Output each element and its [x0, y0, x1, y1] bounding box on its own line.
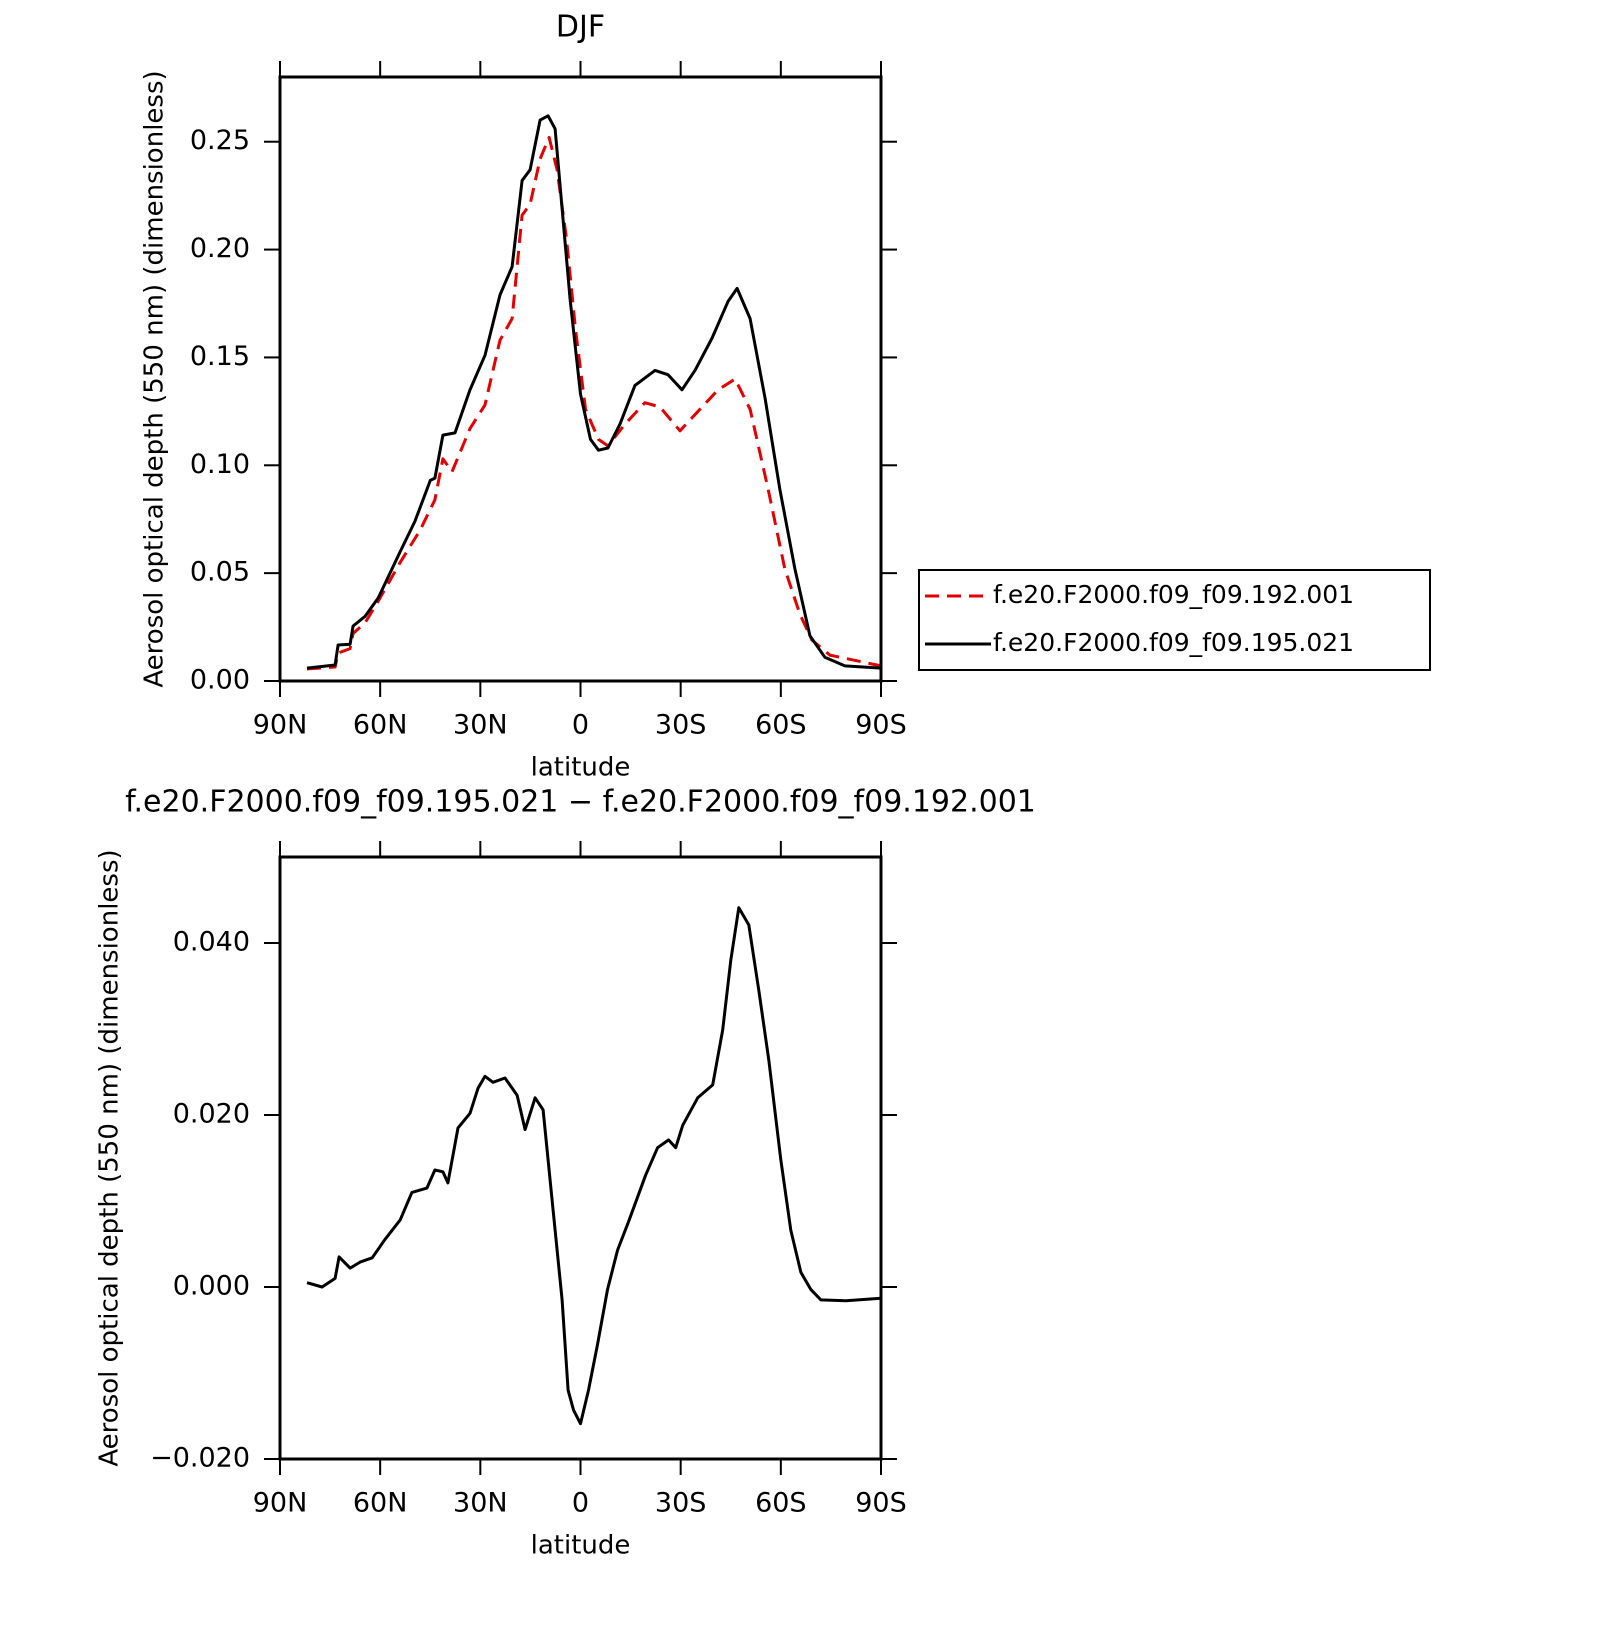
y-tick-label: 0.10: [190, 449, 250, 480]
x-tick-label: 0: [572, 1488, 589, 1519]
data-line: [306, 906, 882, 1426]
x-tick-label: 90S: [855, 710, 907, 741]
y-tick-label: 0.20: [190, 233, 250, 264]
data-line: [306, 114, 882, 670]
x-tick-label: 30S: [655, 1488, 707, 1519]
y-tick-label: 0.020: [173, 1099, 250, 1130]
legend-label: f.e20.F2000.f09_f09.195.021: [993, 628, 1354, 657]
x-tick-label: 0: [572, 710, 589, 741]
data-line: [306, 135, 882, 671]
x-tick-label: 60N: [353, 710, 408, 741]
legend-box: [918, 569, 1431, 671]
legend: f.e20.F2000.f09_f09.192.001 f.e20.F2000.f…: [918, 569, 1431, 671]
x-tick-label: 90N: [253, 710, 308, 741]
x-tick-label: 90S: [855, 1488, 907, 1519]
y-tick-label: 0.05: [190, 557, 250, 588]
chart-title: DJF: [556, 10, 605, 45]
x-axis-label: latitude: [531, 753, 631, 783]
plot-frame: [278, 855, 883, 1461]
y-tick-label: 0.15: [190, 341, 250, 372]
legend-label: f.e20.F2000.f09_f09.192.001: [993, 580, 1354, 609]
x-tick-label: 30N: [453, 710, 508, 741]
x-tick-label: 30S: [655, 710, 707, 741]
y-tick-label: 0.00: [190, 665, 250, 696]
x-tick-label: 60S: [755, 710, 807, 741]
y-tick-label: 0.000: [173, 1271, 250, 1302]
x-tick-label: 90N: [253, 1488, 308, 1519]
x-tick-label: 60N: [353, 1488, 408, 1519]
y-tick-label: −0.020: [150, 1443, 250, 1474]
x-axis-label: latitude: [531, 1531, 631, 1561]
x-tick-label: 30N: [453, 1488, 508, 1519]
y-tick-label: 0.040: [173, 927, 250, 958]
y-axis-label: Aerosol optical depth (550 nm) (dimensio…: [140, 70, 170, 687]
x-tick-label: 60S: [755, 1488, 807, 1519]
y-tick-label: 0.25: [190, 125, 250, 156]
y-axis-label: Aerosol optical depth (550 nm) (dimensio…: [95, 849, 125, 1466]
chart-title: f.e20.F2000.f09_f09.195.021 − f.e20.F200…: [125, 785, 1036, 820]
